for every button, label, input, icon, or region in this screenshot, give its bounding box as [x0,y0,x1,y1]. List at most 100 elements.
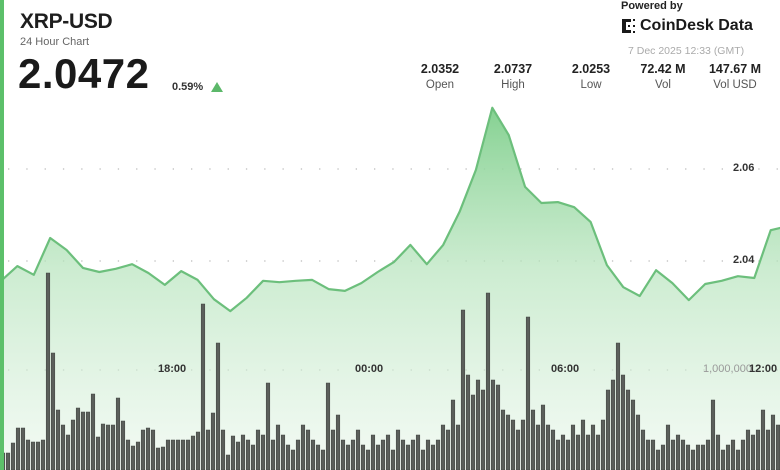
volume-bar [330,429,336,470]
volume-bar [415,434,421,470]
volume-bar [580,419,586,470]
volume-bar [95,436,101,470]
coindesk-mark-icon [622,19,635,33]
volume-bar [75,407,81,470]
volume-bar [335,414,341,470]
volume-bar [315,444,321,470]
volume-bar [85,411,91,470]
volume-bar [495,384,501,470]
price-line [0,106,780,313]
volume-bar [410,439,416,470]
volume-bar [310,439,316,470]
volume-bar [555,439,561,470]
volume-bar [540,404,546,470]
volume-bar [30,441,36,470]
volume-bar [170,439,176,470]
volume-bar [510,419,516,470]
volume-bar [20,427,26,470]
stat-vol: 72.42 M Vol [623,62,703,91]
volume-bar [655,449,661,470]
volume-bar [450,399,456,470]
price-area-fill [0,107,780,470]
volume-bar [145,427,151,470]
volume-bar [65,434,71,470]
volume-bar [370,434,376,470]
volume-bar [185,439,191,470]
volume-bar [750,434,756,470]
volume-bar [690,449,696,470]
stat-value: 2.0253 [571,62,611,76]
volume-bar [165,439,171,470]
timestamp: 7 Dec 2025 12:33 (GMT) [628,45,745,57]
volume-bar [440,424,446,470]
stat-low: 2.0253 Low [551,62,631,91]
stat-label: Vol USD [713,79,757,91]
volume-bar [205,429,211,470]
volume-bar [695,444,701,470]
x-tick-label: 18:00 [158,363,187,375]
volume-bar [775,424,780,470]
volume-bar [525,316,531,470]
volume-bar [300,424,306,470]
powered-by-label: Powered by [621,0,683,12]
volume-bar [400,439,406,470]
stat-value: 2.0737 [493,62,533,76]
volume-bar [395,429,401,470]
y-tick-label: 2.06 [733,162,755,174]
volume-bar [740,439,746,470]
volume-bar [25,439,31,470]
volume-bar [680,439,686,470]
brand-name: CoinDesk Data [640,17,753,34]
volume-bar [140,429,146,470]
volume-bar [90,393,96,470]
stat-vol-usd: 147.67 M Vol USD [695,62,775,91]
volume-bar [125,439,131,470]
volume-bar [260,434,266,470]
up-triangle-icon [211,82,223,92]
stat-open: 2.0352 Open [400,62,480,91]
stat-label: High [501,79,525,91]
volume-bar [365,449,371,470]
volume-bar [670,439,676,470]
volume-bar [160,446,166,470]
coindesk-logo: CoinDesk Data [621,17,753,35]
volume-bar [725,444,731,470]
volume-bar [305,429,311,470]
volume-bar [460,309,466,470]
price-change: 0.59% [172,81,204,93]
volume-bar [590,424,596,470]
volume-bar [150,429,156,470]
volume-bar [45,272,51,470]
volume-bar [285,444,291,470]
volume-bar [105,424,111,470]
volume-bar [470,394,476,470]
volume-bar [650,439,656,470]
volume-bar [480,389,486,470]
volume-bar [115,397,121,470]
volume-tick-label: 1,000,000 [703,363,752,375]
volume-bar [175,439,181,470]
volume-bar [195,431,201,470]
volume-bar [435,439,441,470]
volume-bar [80,411,86,470]
volume-bar [565,439,571,470]
volume-bar [245,439,251,470]
volume-bar [360,444,366,470]
volume-bar [430,444,436,470]
volume-bar [130,445,136,470]
stat-value: 2.0352 [420,62,460,76]
volume-bar [660,444,666,470]
volume-bar [625,389,631,470]
volume-bar [605,389,611,470]
volume-bar [610,379,616,470]
volume-bar [645,439,651,470]
volume-bar [220,429,226,470]
volume-bar [425,439,431,470]
volume-bar [280,434,286,470]
y-tick-label: 2.04 [733,254,755,266]
stat-value: 147.67 M [708,62,762,76]
stat-label: Vol [655,79,671,91]
volume-bar [100,423,106,470]
volume-bar [380,439,386,470]
stat-label: Low [580,79,602,91]
